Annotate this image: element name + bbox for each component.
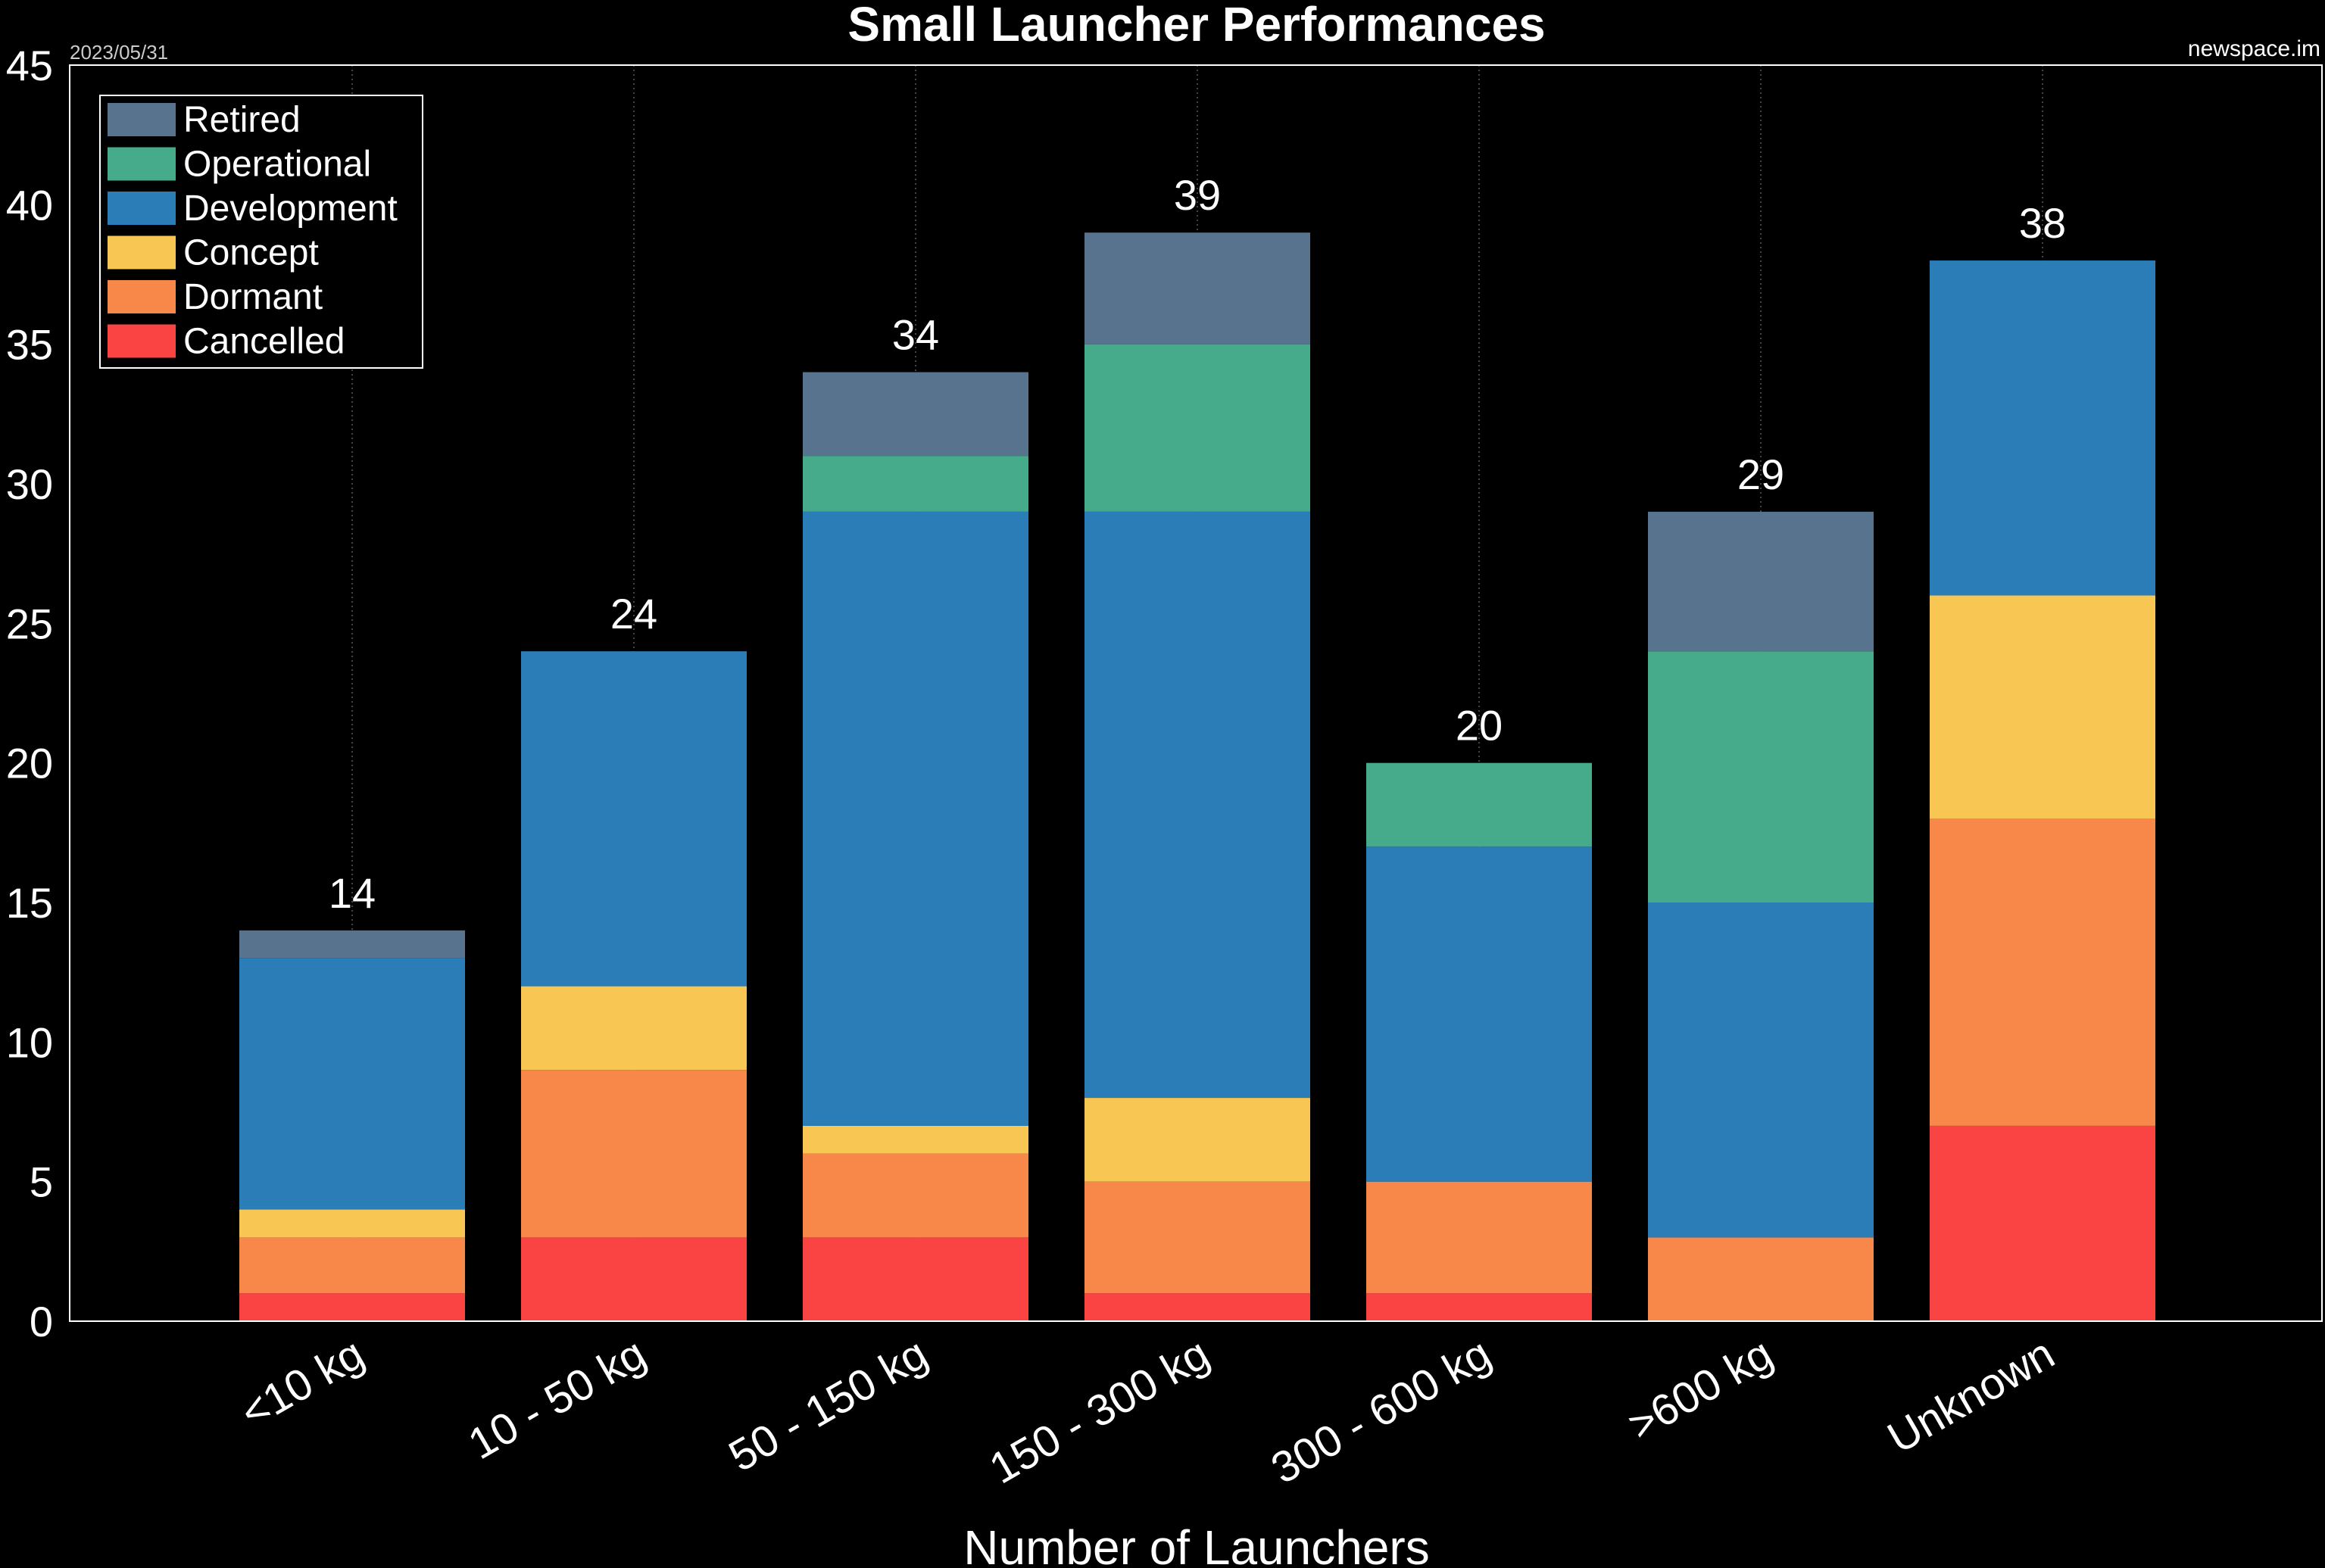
bar-segment-concept xyxy=(1930,595,2155,819)
legend-label-cancelled: Cancelled xyxy=(183,322,345,362)
bar-total-label: 24 xyxy=(610,590,657,637)
y-tick-label: 45 xyxy=(6,42,53,89)
bar-segment-cancelled xyxy=(239,1293,465,1321)
bar-segment-retired xyxy=(1084,232,1310,344)
y-tick-label: 0 xyxy=(30,1298,53,1345)
y-tick-label: 20 xyxy=(6,740,53,787)
y-tick-label: 40 xyxy=(6,181,53,229)
bar-segment-cancelled xyxy=(521,1237,747,1321)
bar-segment-dormant xyxy=(1930,818,2155,1126)
legend-label-concept: Concept xyxy=(183,233,319,273)
y-tick-label: 15 xyxy=(6,879,53,927)
bar-total-label: 29 xyxy=(1737,450,1784,498)
legend-swatch-development xyxy=(108,192,176,225)
bar-segment-development xyxy=(1084,511,1310,1099)
legend-swatch-concept xyxy=(108,235,176,270)
plot-frame xyxy=(69,64,2323,1322)
legend-swatch-retired xyxy=(108,103,176,136)
bar-segment-development xyxy=(803,511,1028,1126)
bar-segment-retired xyxy=(239,930,465,959)
bar-segment-retired xyxy=(1648,511,1874,652)
bar-segment-development xyxy=(239,958,465,1210)
legend-swatch-dormant xyxy=(108,280,176,313)
bar-totals: 14 24 34 39 20 29 38 xyxy=(329,171,2066,917)
bar-segment-dormant xyxy=(803,1153,1028,1238)
y-tick-label: 35 xyxy=(6,321,53,369)
legend-swatch-operational xyxy=(108,147,176,181)
bar-segment-cancelled xyxy=(1084,1293,1310,1321)
bar-segment-development xyxy=(1648,902,1874,1238)
chart-source: newspace.im xyxy=(2188,36,2320,61)
legend-label-operational: Operational xyxy=(183,145,371,185)
bar-segment-retired xyxy=(803,372,1028,457)
y-tick-label: 10 xyxy=(6,1018,53,1066)
bar-segment-development xyxy=(521,651,747,987)
bar-segment-cancelled xyxy=(1366,1293,1592,1321)
bars xyxy=(239,232,2155,1321)
legend-swatch-cancelled xyxy=(108,324,176,358)
bar-segment-operational xyxy=(803,456,1028,512)
bar-total-label: 38 xyxy=(2019,199,2066,247)
bar-segment-operational xyxy=(1084,344,1310,512)
bar-segment-dormant xyxy=(1648,1237,1874,1321)
bar-total-label: 20 xyxy=(1456,702,1503,750)
bar-total-label: 39 xyxy=(1174,171,1221,219)
legend-label-development: Development xyxy=(183,189,398,229)
bar-segment-cancelled xyxy=(1930,1125,2155,1321)
bar-segment-concept xyxy=(1084,1098,1310,1182)
bar-total-label: 14 xyxy=(329,869,376,917)
y-tick-label: 25 xyxy=(6,600,53,647)
bar-segment-dormant xyxy=(1084,1181,1310,1294)
y-axis-ticks: 0 5 10 15 20 25 30 35 40 45 xyxy=(6,42,53,1345)
y-tick-label: 30 xyxy=(6,460,53,508)
chart-title: Small Launcher Performances xyxy=(847,0,1545,51)
x-axis-label: Number of Launchers xyxy=(963,1520,1429,1568)
bar-segment-concept xyxy=(239,1209,465,1238)
bar-segment-concept xyxy=(521,986,747,1071)
bar-segment-dormant xyxy=(239,1237,465,1294)
bar-segment-operational xyxy=(1366,762,1592,847)
bar-segment-operational xyxy=(1648,651,1874,902)
bar-segment-development xyxy=(1930,260,2155,596)
bar-segment-concept xyxy=(803,1125,1028,1154)
bar-segment-development xyxy=(1366,846,1592,1182)
y-tick-label: 5 xyxy=(30,1158,53,1206)
legend-label-dormant: Dormant xyxy=(183,277,323,317)
legend-frame xyxy=(99,95,423,369)
chart-date: 2023/05/31 xyxy=(70,41,168,64)
legend: Retired OperationalDevelopmentConceptDorm… xyxy=(99,95,423,369)
bar-segment-dormant xyxy=(521,1070,747,1238)
bar-total-label: 34 xyxy=(892,311,939,359)
bar-segment-dormant xyxy=(1366,1181,1592,1294)
bar-segment-cancelled xyxy=(803,1237,1028,1321)
legend-label-retired: Retired xyxy=(183,100,301,140)
